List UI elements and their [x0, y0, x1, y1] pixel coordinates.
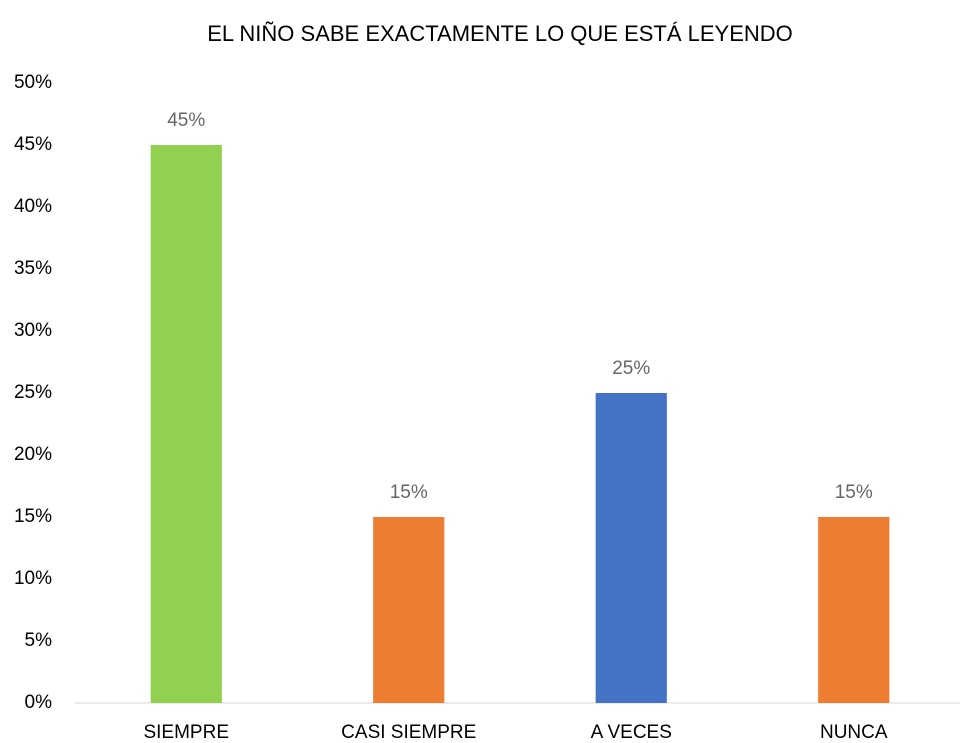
y-tick-label: 5% — [25, 630, 53, 651]
bar — [818, 517, 890, 703]
x-tick-label: NUNCA — [820, 722, 888, 743]
data-label: 15% — [390, 482, 428, 503]
bar — [373, 517, 445, 703]
x-tick-label: A VECES — [591, 722, 672, 743]
y-tick-label: 45% — [14, 134, 52, 155]
y-tick-label: 40% — [14, 196, 52, 217]
x-tick-label: SIEMPRE — [143, 722, 229, 743]
bar — [595, 393, 667, 703]
y-tick-label: 25% — [14, 382, 52, 403]
data-label: 45% — [167, 110, 205, 131]
x-tick-label: CASI SIEMPRE — [341, 722, 476, 743]
y-tick-label: 0% — [25, 692, 53, 713]
y-tick-label: 10% — [14, 568, 52, 589]
y-tick-label: 30% — [14, 320, 52, 341]
data-label: 15% — [835, 482, 873, 503]
y-tick-label: 20% — [14, 444, 52, 465]
bar — [150, 145, 222, 703]
data-label: 25% — [612, 358, 650, 379]
y-tick-label: 35% — [14, 258, 52, 279]
chart-title: EL NIÑO SABE EXACTAMENTE LO QUE ESTÁ LEY… — [207, 21, 793, 46]
y-tick-label: 15% — [14, 506, 52, 527]
y-tick-label: 50% — [14, 72, 52, 93]
